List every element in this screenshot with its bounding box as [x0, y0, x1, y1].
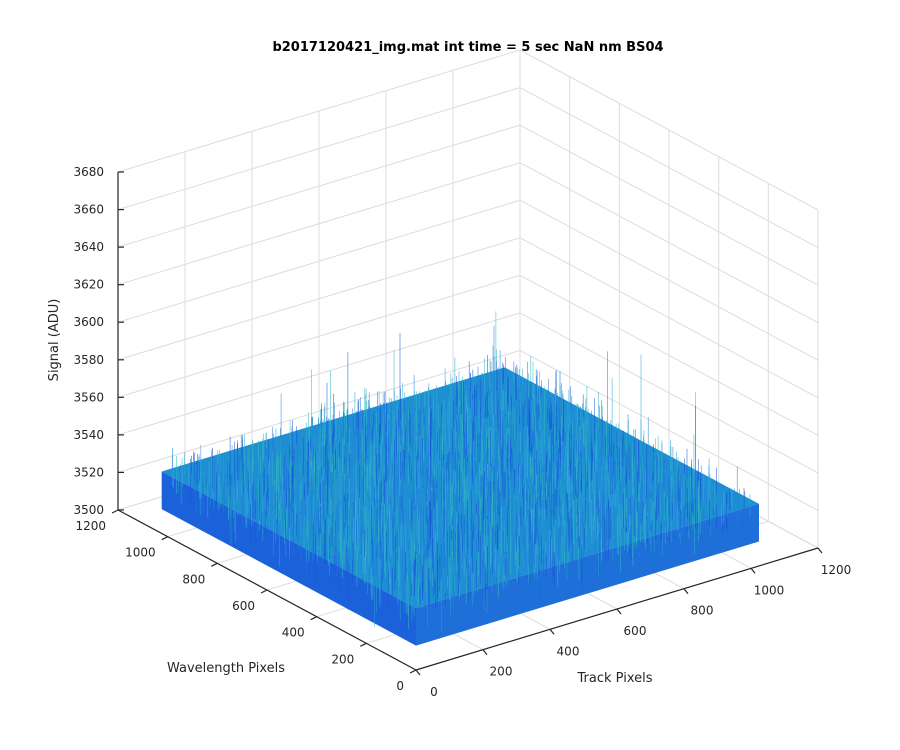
z-tick-label: 3520 — [73, 465, 104, 479]
surface-front-left-face — [161, 471, 416, 646]
x-tick-mark — [415, 669, 421, 676]
grid-line-z-right-wall — [519, 274, 819, 436]
grid-line-z-right-wall — [519, 49, 819, 211]
y-tick-label: 1200 — [75, 519, 106, 533]
grid-line-z-left-wall — [117, 49, 521, 173]
y-tick-label: 600 — [232, 599, 255, 613]
x-tick-mark — [616, 608, 622, 615]
y-tick-label: 200 — [331, 652, 354, 666]
surface-plot — [161, 311, 759, 646]
y-tick-mark — [360, 642, 367, 647]
surface-front-right-face — [416, 503, 759, 646]
y-tick-label: 0 — [396, 679, 404, 693]
grid-line-z-left-wall — [117, 162, 521, 286]
chart-title: b2017120421_img.mat int time = 5 sec NaN… — [272, 40, 663, 55]
y-axis-label: Wavelength Pixels — [167, 661, 285, 676]
grid-line-z-right-wall — [519, 199, 819, 361]
grid-line-z-right-wall — [519, 162, 819, 324]
grid-line-z-left-wall — [117, 237, 521, 361]
y-tick-label: 400 — [282, 626, 305, 640]
y-tick-mark — [409, 669, 417, 674]
z-tick-label: 3540 — [73, 428, 104, 442]
x-tick-label: 0 — [430, 685, 438, 699]
x-tick-label: 600 — [624, 624, 647, 638]
tick-labels: 0 200 400 600 800 1000 1200 0 200 400 600 800 1000 12… — [73, 165, 851, 699]
x-tick-label: 400 — [557, 644, 580, 658]
grid-line-z-left-wall — [117, 87, 521, 211]
z-tick-label: 3640 — [73, 240, 104, 254]
x-tick-mark — [750, 567, 756, 574]
z-tick-label: 3660 — [73, 203, 104, 217]
grid-line-z-right-wall — [519, 87, 819, 249]
grid-line-z-right-wall — [519, 312, 819, 474]
y-tick-label: 800 — [182, 572, 205, 586]
x-tick-label: 800 — [691, 604, 714, 618]
grid-line-z-left-wall — [117, 274, 521, 398]
y-tick-mark — [211, 562, 218, 567]
x-tick-mark — [683, 588, 689, 595]
grid-line-z-left-wall — [117, 199, 521, 323]
y-tick-mark — [310, 616, 317, 621]
x-axis-label: Track Pixels — [577, 671, 653, 686]
grid-line-z-right-wall — [519, 349, 819, 511]
x-tick-mark — [482, 649, 488, 656]
y-tick-mark — [161, 536, 168, 541]
z-tick-label: 3500 — [73, 503, 104, 517]
x-tick-label: 200 — [490, 665, 513, 679]
z-tick-label: 3600 — [73, 315, 104, 329]
grid-line-z-right-wall — [519, 237, 819, 399]
x-tick-label: 1000 — [754, 583, 785, 597]
z-axis-label: Signal (ADU) — [47, 299, 62, 382]
z-tick-label: 3620 — [73, 278, 104, 292]
y-tick-label: 1000 — [125, 546, 156, 560]
x-tick-mark — [549, 628, 555, 635]
grid-line-z-right-wall — [519, 124, 819, 286]
z-tick-label: 3680 — [73, 165, 104, 179]
z-tick-label: 3560 — [73, 390, 104, 404]
z-tick-label: 3580 — [73, 353, 104, 367]
grid-line-z-left-wall — [117, 312, 521, 436]
grid-line-z-left-wall — [117, 124, 521, 248]
grid-line-z-left-wall — [117, 349, 521, 473]
x-tick-mark — [817, 547, 823, 554]
axes — [111, 171, 823, 676]
y-tick-mark — [111, 509, 119, 514]
x-tick-label: 1200 — [821, 563, 852, 577]
y-tick-mark — [260, 589, 268, 594]
